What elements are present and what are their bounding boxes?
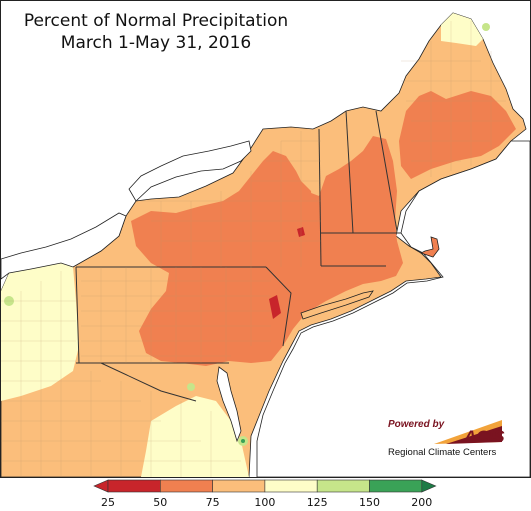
border-md-wv [100, 362, 197, 402]
legend-label: 150 [359, 496, 380, 509]
lake-ontario [128, 140, 252, 202]
rcc-text: Regional Climate Centers [388, 447, 496, 458]
lake-erie [0, 212, 127, 280]
legend-swatch [160, 479, 213, 493]
chesapeake-bay [216, 366, 242, 443]
legend-label: 50 [153, 496, 168, 509]
legend-swatch [316, 479, 370, 493]
map-subtitle: March 1-May 31, 2016 [60, 33, 252, 53]
cape-cod [419, 236, 440, 258]
legend-swatch [107, 479, 161, 493]
county-borders [1, 21, 511, 477]
border-vt-nh [345, 110, 354, 234]
map-title: Percent of Normal Precipitation [23, 11, 289, 31]
legend-colorbar [93, 479, 437, 493]
region-50-75-adirondack [286, 179, 313, 231]
legend-swatch [212, 479, 266, 493]
region-50-75-main [131, 136, 403, 366]
region-100-125-south [141, 396, 249, 477]
acis-name-text: ACIS [463, 427, 505, 446]
legend-arrow-right [421, 479, 437, 493]
legend-label: 100 [254, 496, 276, 509]
region-100-125-north-maine [441, 13, 483, 46]
state-borders [75, 110, 401, 402]
legend-boxes [93, 479, 437, 493]
border-pa-west [75, 266, 80, 364]
legend-swatch [369, 479, 423, 493]
acis-swoosh-dark [446, 426, 502, 444]
region-150-200-a [241, 439, 245, 443]
region-125-150-a [482, 23, 490, 31]
map-frame [0, 0, 531, 478]
border-nj [265, 266, 292, 347]
legend-swatch [264, 479, 318, 493]
acis-logo: Powered by ACIS Regional Climate Centers [388, 419, 505, 458]
powered-by-text: Powered by [388, 419, 445, 430]
atlantic-ocean [256, 140, 531, 478]
long-island [300, 290, 374, 320]
legend-label: 125 [306, 496, 328, 509]
border-nh-me [375, 110, 398, 232]
border-ny-vt [318, 128, 322, 267]
legend-arrow-left [93, 479, 109, 493]
region-25-50-b [269, 295, 281, 319]
region-50-75-maine [399, 91, 516, 179]
region-100-125-west [1, 263, 79, 401]
precipitation-map [0, 12, 531, 478]
legend-label: 75 [205, 496, 220, 509]
region-125-150-c [187, 383, 195, 391]
legend-label: 200 [411, 496, 433, 509]
legend-label: 25 [101, 496, 115, 509]
